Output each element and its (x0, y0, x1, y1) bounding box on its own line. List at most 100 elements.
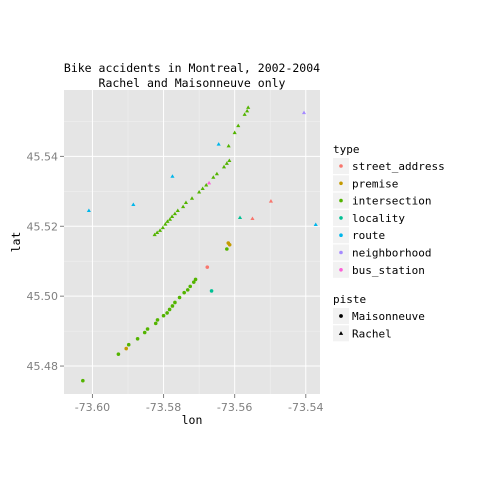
chart-subtitle: Rachel and Maisonneuve only (99, 76, 286, 90)
data-point (153, 321, 158, 326)
y-tick-label: 45.48 (27, 360, 59, 373)
data-point (200, 186, 205, 190)
data-point (183, 200, 189, 204)
data-point (227, 158, 232, 163)
data-point (188, 284, 193, 289)
legend-label-street_address: street_address (352, 160, 445, 173)
legend-label-Maisonneuve: Maisonneuve (352, 310, 425, 323)
data-point (242, 112, 247, 116)
data-point (224, 161, 229, 165)
data-point (170, 214, 175, 218)
legend-key-bus_station (339, 268, 343, 272)
x-tick-label: -73.54 (288, 401, 323, 414)
legend-key-intersection (339, 198, 343, 203)
data-point (152, 232, 157, 237)
data-point (268, 199, 274, 203)
data-point (204, 182, 209, 187)
data-point (216, 142, 221, 146)
x-tick-label: -73.58 (146, 401, 181, 414)
data-point (189, 196, 195, 200)
plot-panel (64, 90, 320, 394)
data-point (225, 247, 229, 251)
x-axis-ticks: -73.60 -73.58 -73.56 -73.54 (75, 394, 324, 414)
data-point (175, 208, 180, 213)
data-point (124, 346, 129, 351)
chart-title: Bike accidents in Montreal, 2002-2004 (64, 61, 320, 75)
legend-key-locality (339, 216, 343, 220)
data-point (172, 211, 178, 216)
data-point (181, 204, 186, 209)
legend-key-Maisonneuve (339, 314, 343, 318)
y-axis-label: lat (9, 232, 23, 253)
data-point (173, 300, 177, 305)
data-point (165, 219, 170, 223)
data-point (191, 280, 196, 284)
legend-label-neighborhood: neighborhood (352, 247, 431, 260)
data-point (250, 216, 255, 221)
y-tick-label: 45.50 (27, 290, 59, 303)
data-point (206, 180, 212, 185)
data-point (182, 290, 186, 295)
legend-label-Rachel: Rachel (352, 327, 392, 340)
legend-key-neighborhood (339, 250, 343, 255)
data-point (160, 225, 165, 230)
data-point (155, 318, 160, 322)
data-point (126, 342, 131, 347)
data-point (157, 228, 163, 232)
legend-key-route (339, 233, 343, 237)
data-point (227, 242, 232, 247)
data-point (197, 189, 202, 194)
shape-legend-title: piste (333, 293, 366, 306)
y-tick-label: 45.52 (27, 220, 59, 233)
legend-label-route: route (352, 229, 385, 242)
y-tick-label: 45.54 (27, 150, 59, 163)
data-point (237, 215, 243, 219)
data-point (209, 289, 214, 293)
data-point (232, 130, 237, 135)
plot-grid (64, 90, 320, 394)
data-point (163, 222, 168, 226)
data-points (81, 105, 318, 383)
legend-key-Rachel (338, 331, 344, 335)
data-point (245, 108, 250, 113)
x-tick-label: -73.56 (217, 401, 252, 414)
data-point (155, 230, 160, 235)
data-point (131, 202, 136, 207)
data-point (86, 208, 91, 213)
legend-label-intersection: intersection (352, 195, 431, 208)
data-point (167, 217, 173, 221)
data-point (145, 327, 150, 331)
data-point (185, 288, 190, 292)
color-legend-title: type (333, 143, 360, 156)
data-point (170, 304, 175, 308)
data-point (236, 123, 241, 128)
data-point (226, 143, 231, 148)
data-point (211, 175, 216, 179)
legend-key-premise (339, 181, 343, 186)
data-point (205, 265, 210, 269)
data-point (142, 330, 147, 335)
data-point (221, 164, 227, 169)
data-point (177, 295, 182, 300)
data-point (193, 277, 198, 282)
data-point (135, 336, 140, 341)
x-tick-label: -73.60 (75, 401, 110, 414)
data-point (165, 311, 169, 315)
data-point (116, 352, 121, 356)
y-axis-ticks: 45.48 45.50 45.52 45.54 (27, 150, 64, 373)
legend-label-locality: locality (352, 212, 405, 225)
legend-key-street_address (339, 164, 343, 168)
data-point (301, 110, 307, 115)
data-point (81, 378, 85, 383)
legend-label-bus_station: bus_station (352, 264, 425, 277)
data-point (167, 307, 172, 312)
data-point (313, 222, 318, 226)
x-axis-label: lon (182, 413, 203, 427)
data-point (161, 313, 166, 318)
data-point (170, 174, 175, 178)
legend-label-premise: premise (352, 177, 398, 190)
data-point (246, 105, 251, 109)
